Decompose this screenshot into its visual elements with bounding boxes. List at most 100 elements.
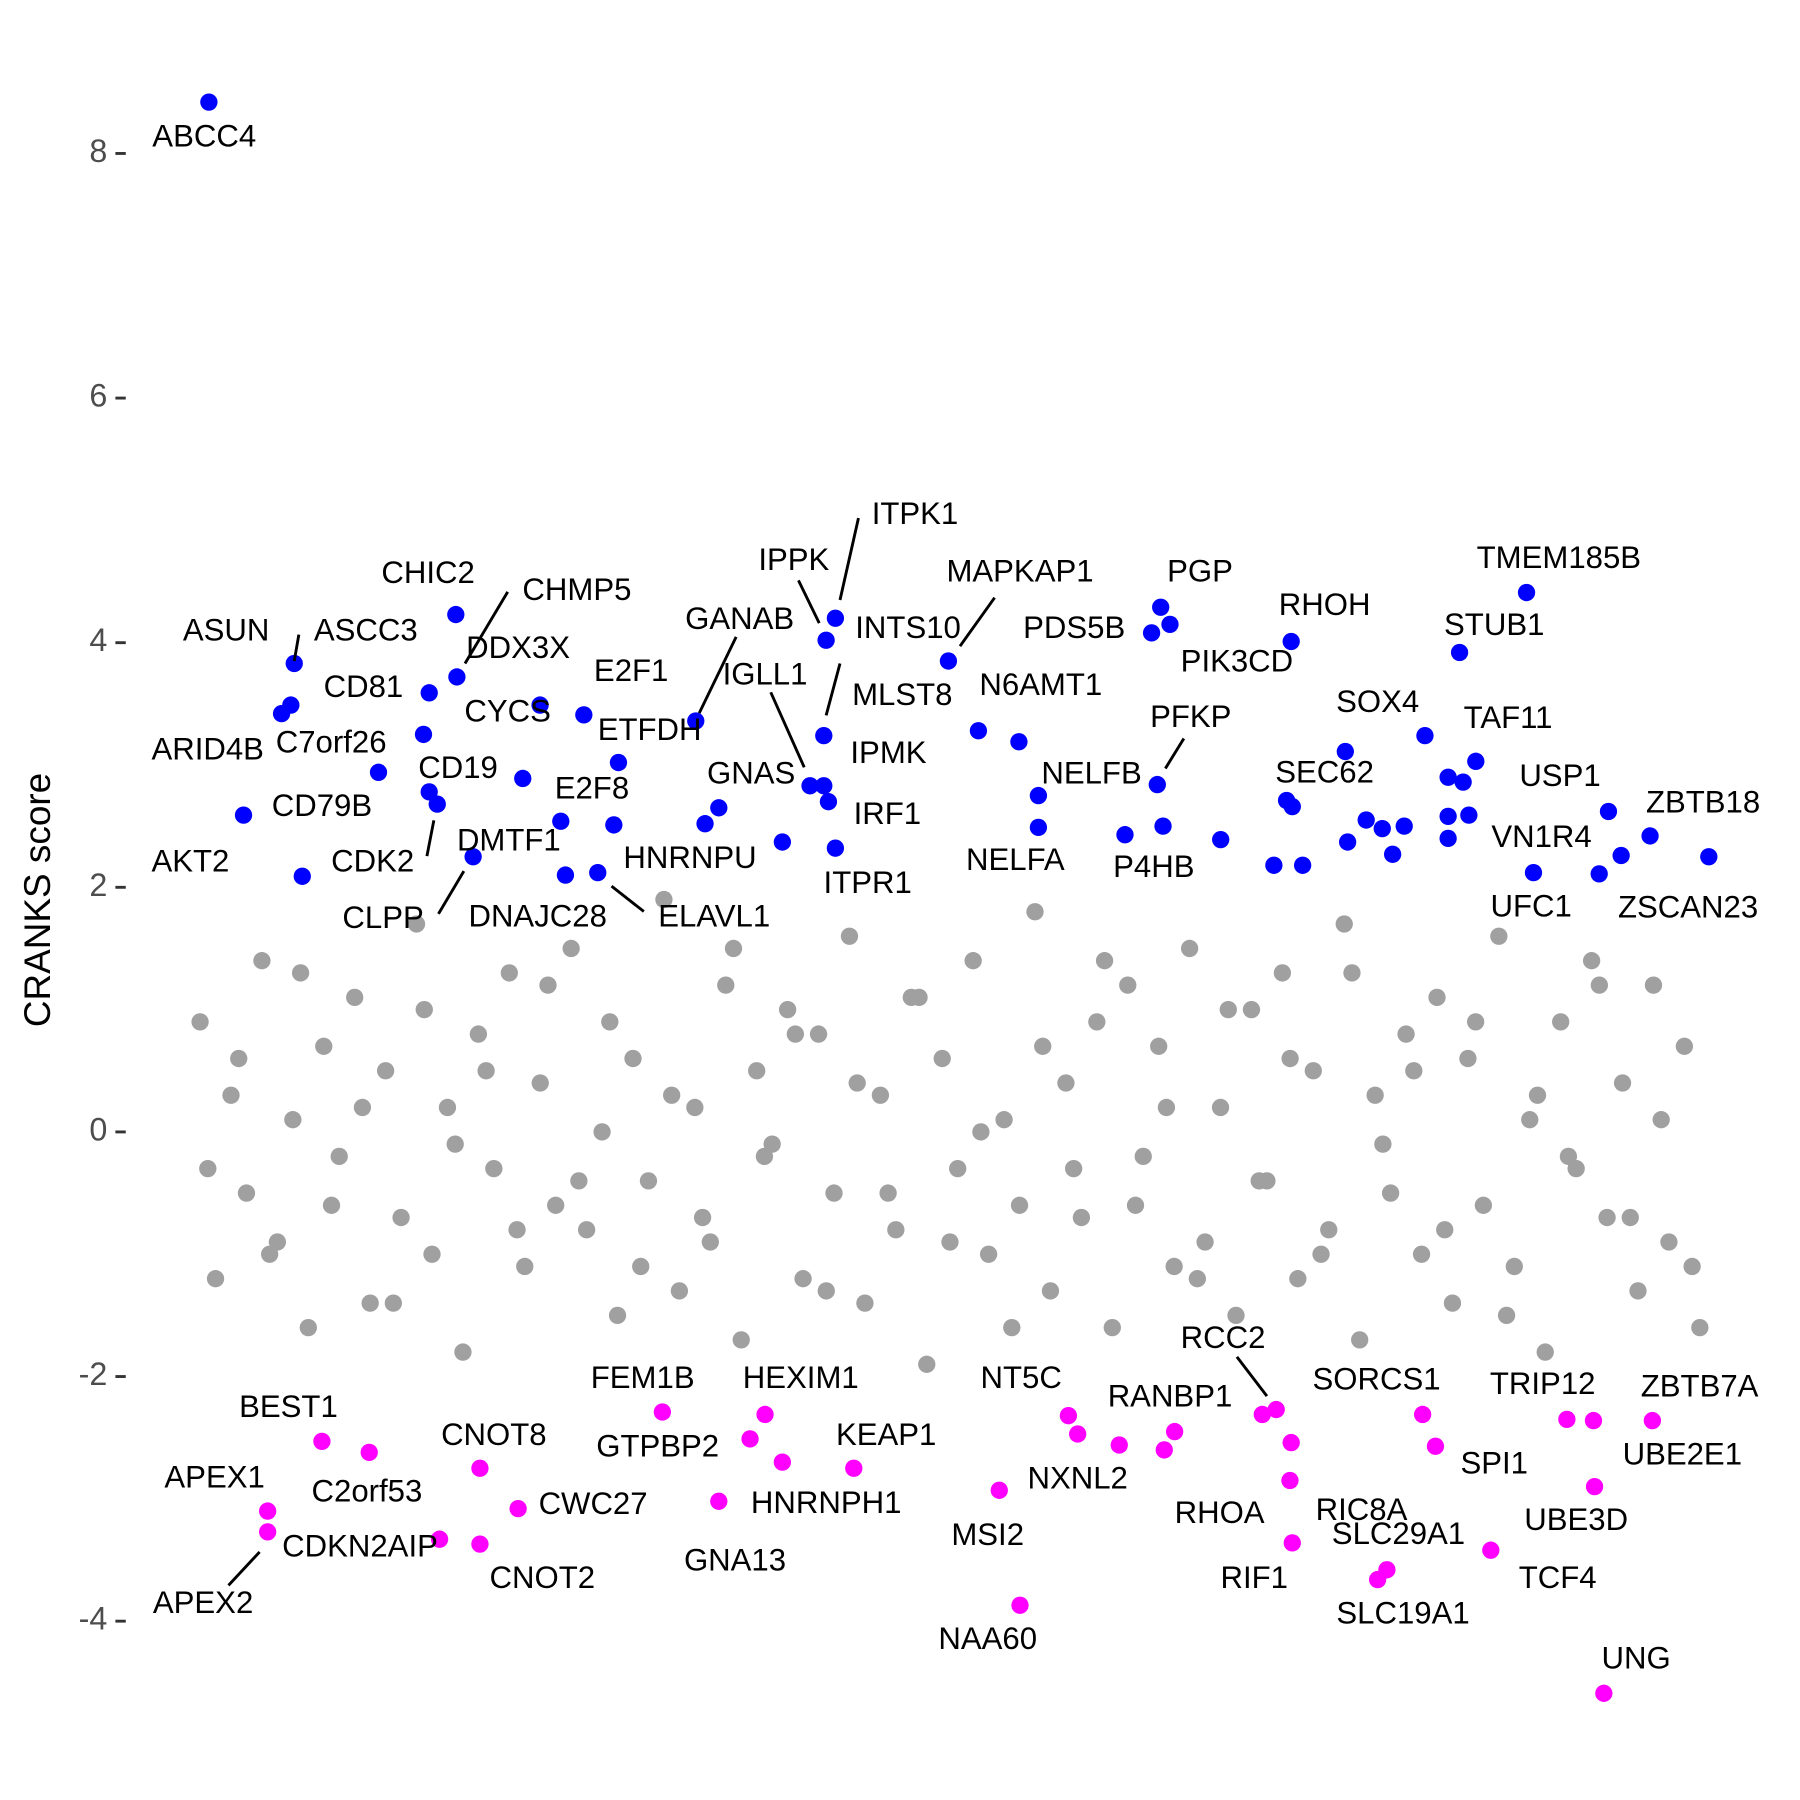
- point: [1250, 1172, 1268, 1190]
- point: [1374, 1135, 1392, 1153]
- point: [1003, 1318, 1021, 1337]
- point: [724, 939, 743, 958]
- point: [237, 1184, 256, 1202]
- point: [346, 988, 364, 1007]
- label-leader: [769, 691, 806, 768]
- point: [1152, 598, 1170, 616]
- point: [1338, 833, 1357, 851]
- point: [1368, 1570, 1387, 1589]
- y-tick-label: -4: [79, 1601, 108, 1637]
- point: [261, 1245, 279, 1263]
- gene-label: ETFDH: [598, 712, 702, 747]
- point: [1528, 1086, 1547, 1104]
- y-tick-label: 2: [89, 867, 107, 903]
- point: [1497, 1306, 1516, 1325]
- point: [1439, 768, 1457, 786]
- point: [817, 631, 835, 649]
- gene-label: BEST1: [239, 1389, 338, 1424]
- point: [1381, 1184, 1400, 1202]
- gene-label: ITPK1: [872, 496, 959, 531]
- point: [817, 1282, 835, 1300]
- gene-label: ZSCAN23: [1618, 889, 1758, 924]
- point: [717, 976, 735, 994]
- point: [663, 1086, 681, 1104]
- gene-label: CLPP: [342, 900, 423, 935]
- gene-label: ASUN: [183, 613, 270, 648]
- gene-label: NAA60: [938, 1621, 1037, 1656]
- point: [969, 722, 988, 740]
- gene-label: CYCS: [464, 693, 551, 728]
- point: [1412, 1245, 1431, 1263]
- point: [756, 1405, 774, 1424]
- point: [1595, 1684, 1613, 1702]
- point: [1335, 915, 1353, 933]
- gene-label: ITPR1: [824, 865, 912, 900]
- point: [1134, 1147, 1152, 1166]
- point: [539, 976, 557, 994]
- point: [1212, 830, 1230, 849]
- point: [464, 848, 482, 866]
- point: [1265, 856, 1283, 874]
- point: [609, 753, 628, 772]
- point: [819, 793, 838, 811]
- gene-label: SLC19A1: [1336, 1596, 1469, 1631]
- point: [1459, 1049, 1477, 1068]
- point: [1253, 1405, 1271, 1424]
- point: [420, 783, 438, 801]
- gene-label: SPI1: [1460, 1446, 1528, 1481]
- point: [801, 777, 819, 795]
- point: [693, 1208, 712, 1227]
- gene-label: MLST8: [852, 677, 952, 712]
- point: [1439, 807, 1457, 826]
- point: [191, 1013, 209, 1031]
- point: [1559, 1147, 1578, 1166]
- gene-label: NT5C: [980, 1360, 1061, 1395]
- point: [428, 795, 446, 813]
- gene-label: CHMP5: [522, 572, 631, 607]
- gene-label: DMTF1: [457, 823, 561, 858]
- point: [755, 1147, 774, 1166]
- gene-label: CD81: [324, 669, 404, 704]
- gene-label: E2F1: [594, 653, 668, 688]
- point: [454, 1343, 472, 1361]
- point: [701, 1233, 719, 1251]
- point: [632, 1257, 650, 1276]
- point: [361, 1294, 379, 1312]
- point: [1029, 786, 1048, 805]
- gene-label: AKT2: [151, 843, 229, 878]
- gene-labels: ABCC4 ASCC3 ASUN ARID4B C7orf26 CD79B AKT2 CHIC…: [151, 119, 1760, 1676]
- point: [1161, 615, 1179, 633]
- point: [624, 1049, 642, 1068]
- point: [1467, 1013, 1485, 1031]
- point: [1119, 976, 1137, 994]
- point: [199, 1159, 217, 1178]
- point: [941, 1233, 959, 1251]
- point: [1095, 952, 1114, 970]
- gene-label: DDX3X: [466, 630, 570, 665]
- point: [1293, 856, 1312, 874]
- gene-label: SOX4: [1336, 684, 1419, 719]
- point: [1652, 1111, 1670, 1129]
- point: [471, 1459, 489, 1477]
- gene-label: VN1R4: [1491, 819, 1591, 854]
- point: [918, 1355, 936, 1373]
- point: [815, 777, 833, 795]
- point: [778, 1000, 797, 1019]
- point: [1426, 1437, 1445, 1455]
- point: [1524, 863, 1543, 882]
- gene-label: ELAVL1: [658, 899, 770, 934]
- gene-label: IPPK: [758, 542, 829, 577]
- point: [848, 1074, 866, 1092]
- gene-label: SEC62: [1275, 754, 1374, 789]
- point: [1165, 1422, 1184, 1441]
- point: [1590, 976, 1608, 994]
- gene-label: GANAB: [685, 601, 794, 636]
- point: [687, 712, 705, 730]
- gene-label: HEXIM1: [743, 1360, 859, 1395]
- gene-label: E2F8: [555, 771, 629, 806]
- gene-label: UNG: [1602, 1641, 1671, 1676]
- point: [1242, 1000, 1261, 1019]
- point: [1700, 848, 1718, 866]
- point: [575, 706, 593, 724]
- point: [392, 1208, 410, 1227]
